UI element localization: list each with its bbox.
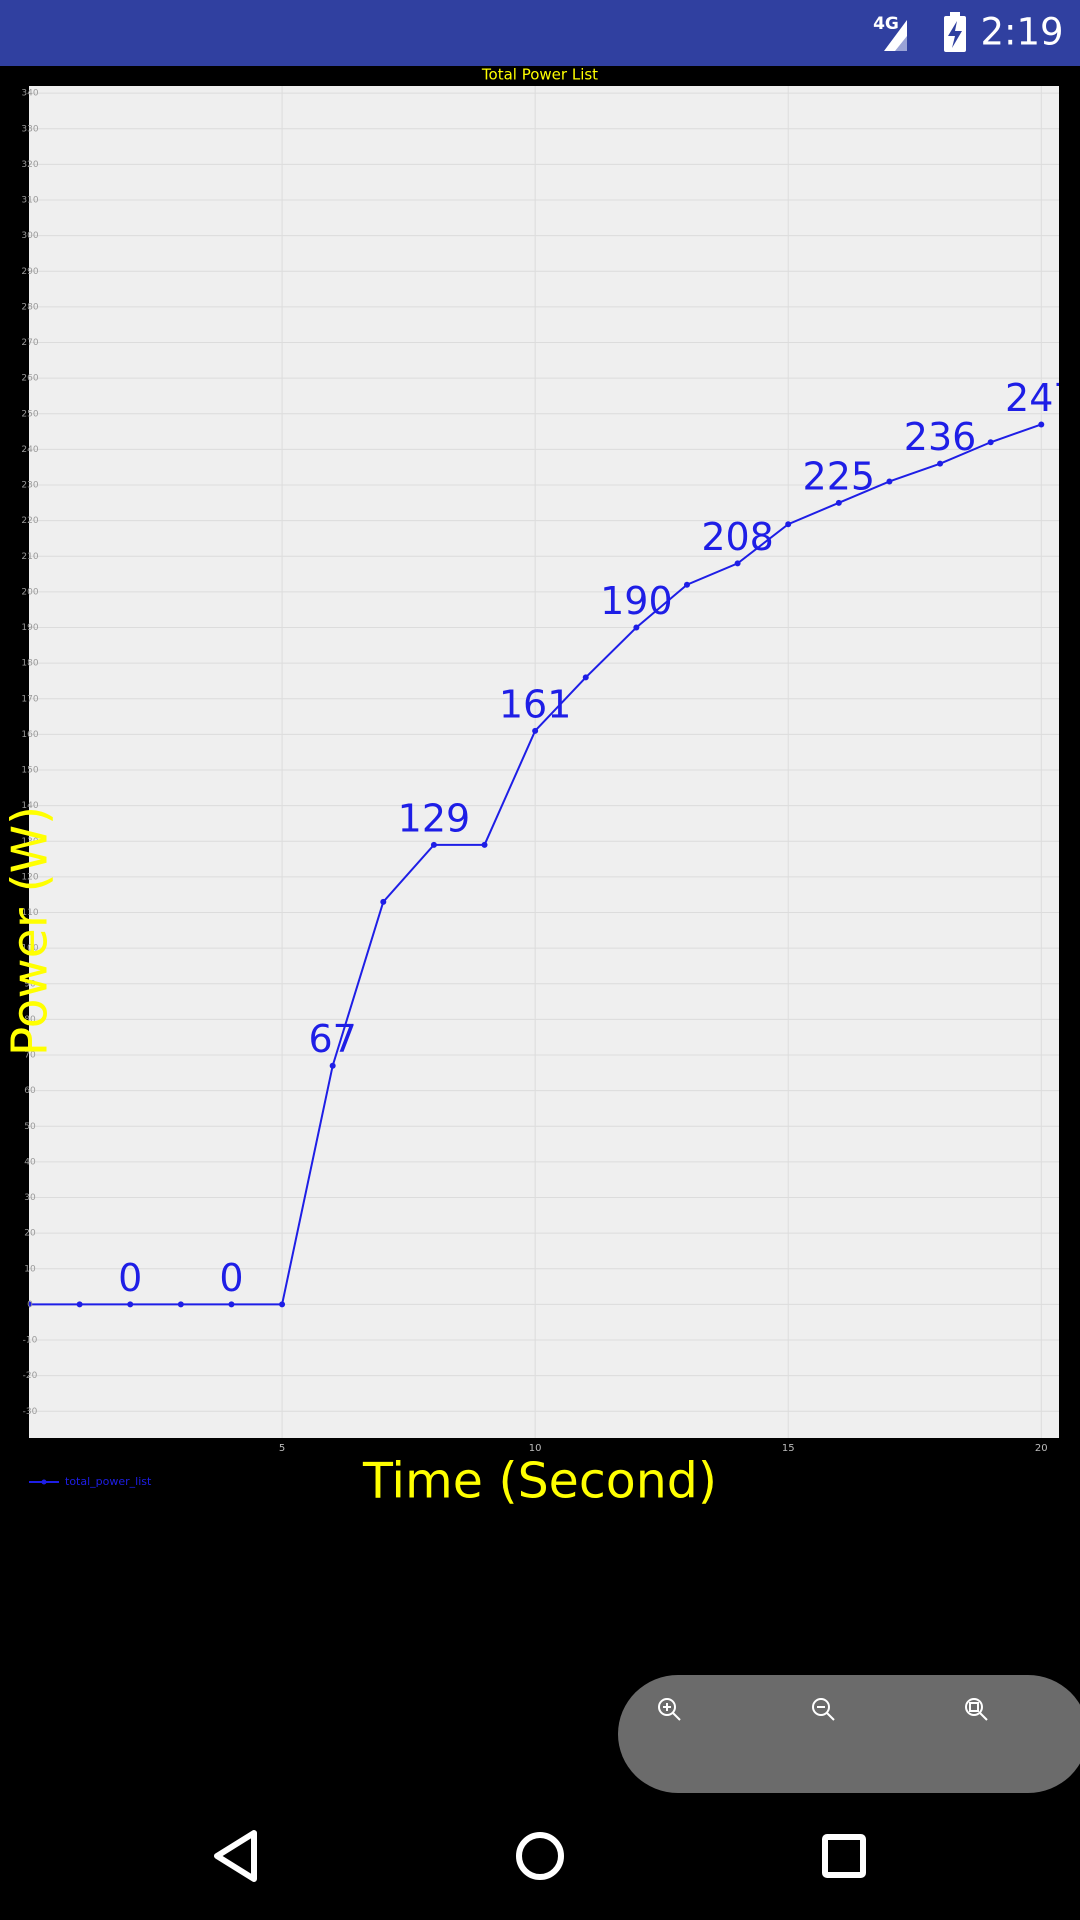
data-point bbox=[683, 581, 690, 588]
y-tick-label: 80 bbox=[24, 1015, 36, 1025]
battery-tip bbox=[950, 12, 960, 17]
data-point bbox=[987, 439, 994, 446]
x-tick-label: 5 bbox=[279, 1443, 285, 1454]
y-tick-label: 300 bbox=[21, 231, 38, 241]
y-tick-label: 40 bbox=[24, 1157, 36, 1167]
y-tick-label: 320 bbox=[21, 160, 38, 170]
data-point bbox=[785, 521, 792, 528]
legend-label: total_power_list bbox=[65, 1475, 152, 1488]
data-point bbox=[29, 1301, 32, 1308]
y-tick-label: 120 bbox=[21, 872, 38, 882]
data-point bbox=[481, 841, 488, 848]
y-tick-label: 220 bbox=[21, 516, 38, 526]
y-axis-title: Power (W) bbox=[2, 806, 59, 1056]
y-tick-label: 70 bbox=[24, 1051, 36, 1061]
labels: -30-20-100102030405060708090100110120130… bbox=[21, 89, 1047, 1488]
y-tick-label: 260 bbox=[21, 374, 38, 384]
y-tick-label: 0 bbox=[27, 1300, 33, 1310]
data-point bbox=[582, 674, 589, 681]
data-label: 0 bbox=[219, 1256, 243, 1300]
x-tick-label: 10 bbox=[529, 1443, 542, 1454]
signal-icon-dim bbox=[895, 36, 907, 51]
y-tick-label: 180 bbox=[21, 659, 38, 669]
legend-dot bbox=[41, 1479, 47, 1485]
y-tick-label: -20 bbox=[23, 1371, 38, 1381]
y-tick-label: -30 bbox=[23, 1407, 38, 1417]
plot-area bbox=[29, 86, 1059, 1438]
data-label: 161 bbox=[499, 682, 572, 726]
y-tick-label: 60 bbox=[24, 1086, 36, 1096]
y-tick-label: 340 bbox=[21, 89, 38, 99]
zoom-controls bbox=[618, 1675, 1080, 1793]
data-point bbox=[734, 560, 741, 567]
y-tick-label: 290 bbox=[21, 267, 38, 277]
y-tick-label: 50 bbox=[24, 1122, 36, 1132]
data-point bbox=[127, 1301, 134, 1308]
data-label: 236 bbox=[904, 415, 977, 459]
plot-marks: 0 0 67 129 161 190 208 225 236 247 bbox=[29, 376, 1078, 1308]
y-tick-label: 20 bbox=[24, 1229, 36, 1239]
clock: 2:19 bbox=[980, 11, 1063, 54]
y-tick-label: 210 bbox=[21, 552, 38, 562]
data-point bbox=[886, 478, 893, 485]
y-tick-label: 30 bbox=[24, 1193, 36, 1203]
y-tick-label: 330 bbox=[21, 124, 38, 134]
x-tick-label: 20 bbox=[1035, 1443, 1048, 1454]
data-label: 190 bbox=[600, 579, 673, 623]
data-point bbox=[177, 1301, 184, 1308]
charging-bolt bbox=[948, 21, 962, 48]
recents-button[interactable] bbox=[822, 1834, 866, 1878]
y-tick-label: 280 bbox=[21, 302, 38, 312]
y-tick-label: 160 bbox=[21, 730, 38, 740]
data-point bbox=[1038, 421, 1045, 428]
y-tick-label: 200 bbox=[21, 587, 38, 597]
y-tick-label: 170 bbox=[21, 694, 38, 704]
data-point bbox=[279, 1301, 286, 1308]
data-label: 225 bbox=[803, 454, 876, 498]
x-axis-title: Time (Second) bbox=[362, 1453, 717, 1510]
data-point bbox=[228, 1301, 235, 1308]
grid bbox=[29, 86, 1059, 1438]
y-tick-label: 130 bbox=[21, 837, 38, 847]
y-tick-label: 90 bbox=[24, 979, 36, 989]
data-point bbox=[329, 1062, 336, 1069]
data-label: 67 bbox=[309, 1017, 357, 1061]
y-tick-label: 270 bbox=[21, 338, 38, 348]
data-point bbox=[937, 460, 944, 467]
data-label: 0 bbox=[118, 1256, 142, 1300]
home-button[interactable] bbox=[516, 1832, 564, 1880]
network-type: 4G bbox=[873, 14, 899, 34]
y-tick-label: 150 bbox=[21, 766, 38, 776]
y-tick-label: 230 bbox=[21, 481, 38, 491]
y-tick-label: 310 bbox=[21, 196, 38, 206]
back-button[interactable] bbox=[214, 1830, 257, 1882]
y-tick-label: 190 bbox=[21, 623, 38, 633]
data-point bbox=[430, 841, 437, 848]
y-tick-label: 140 bbox=[21, 801, 38, 811]
status-bar bbox=[0, 0, 1080, 66]
y-tick-label: -10 bbox=[23, 1336, 38, 1346]
data-point bbox=[76, 1301, 83, 1308]
data-point bbox=[633, 624, 640, 631]
y-tick-label: 100 bbox=[21, 944, 38, 954]
y-tick-label: 240 bbox=[21, 445, 38, 455]
zoom-fit-button[interactable] bbox=[965, 1698, 988, 1721]
x-tick-label: 15 bbox=[782, 1443, 795, 1454]
zoom-in-button[interactable] bbox=[658, 1698, 681, 1721]
chart-title: Total Power List bbox=[481, 66, 598, 84]
data-point bbox=[835, 499, 842, 506]
data-point bbox=[380, 898, 387, 905]
y-tick-label: 250 bbox=[21, 409, 38, 419]
data-label: 247 bbox=[1005, 376, 1078, 420]
data-label: 208 bbox=[701, 515, 774, 559]
data-label: 129 bbox=[398, 796, 471, 840]
data-point bbox=[532, 727, 539, 734]
y-tick-label: 110 bbox=[21, 908, 38, 918]
zoom-out-button[interactable] bbox=[812, 1698, 835, 1721]
y-tick-label: 10 bbox=[24, 1264, 36, 1274]
